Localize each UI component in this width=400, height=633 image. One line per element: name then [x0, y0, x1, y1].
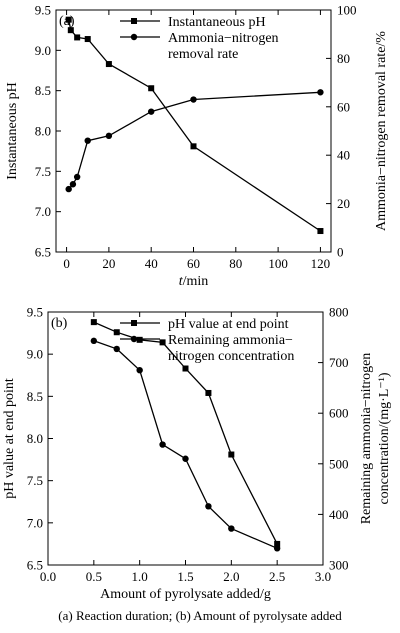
chart-panel-b: 0.0 0.5 1.0 1.5 2.0 2.5 3.0 6.5 7.0 7.5 8.0 8.5 9.0 9…: [2, 305, 392, 603]
data-point-square: [67, 27, 74, 34]
legend-label: Instantaneous pH: [168, 15, 266, 30]
x-tick-label: 2.5: [269, 569, 285, 584]
series-line-2: [93, 340, 278, 549]
legend-label: pH value at end point: [168, 317, 289, 332]
data-point-square: [159, 339, 166, 346]
data-point-square: [74, 34, 81, 41]
y-tick-label: 9.0: [35, 43, 51, 58]
data-point-square: [65, 16, 72, 23]
data-point-square: [148, 85, 155, 92]
y2-tick-label: 700: [329, 355, 349, 370]
y2-tick-label: 100: [337, 3, 357, 18]
legend-marker-square: [131, 18, 137, 24]
figure: 0 20 40 60 80 100 120 6.5 7.0 7.5 8.0 8.5 9.0 9.5 0 20 4…: [2, 3, 392, 603]
data-point-circle: [90, 337, 98, 345]
y-tick-label: 9.5: [35, 3, 51, 18]
panel-label: (b): [51, 316, 68, 331]
y-tick-label: 8.5: [27, 389, 43, 404]
data-point-circle: [228, 525, 235, 532]
y2-tick-label: 300: [329, 558, 349, 573]
legend-label: Remaining ammonia−: [168, 333, 293, 348]
y-tick-label: 8.0: [27, 431, 43, 446]
data-point-circle: [136, 366, 143, 374]
y2-axis-label: Ammonia−nitrogen removal rate/%: [374, 31, 389, 231]
y-tick-label: 9.0: [27, 347, 43, 362]
x-axis-label: Amount of pyrolysate added/g: [100, 587, 271, 602]
x-tick-label: 1.5: [177, 569, 193, 584]
y2-tick-label: 600: [329, 406, 349, 421]
data-point-circle: [273, 545, 281, 552]
x-tick-label: 120: [311, 256, 331, 271]
y2-axis-label: Remaining ammonia−nitrogen: [359, 353, 374, 525]
legend-marker-circle: [130, 335, 138, 343]
figure-caption: (a) Reaction duration; (b) Amount of pyr…: [58, 608, 342, 623]
y-tick-label: 8.0: [35, 124, 51, 139]
y2-tick-label: 800: [329, 305, 349, 320]
y-axis-label: Instantaneous pH: [5, 82, 20, 180]
y-tick-label: 6.5: [27, 558, 43, 573]
x-tick-label: 40: [145, 256, 158, 271]
legend-marker-square: [131, 320, 137, 326]
data-point-circle: [73, 173, 81, 181]
x-tick-label: 0.5: [86, 569, 102, 584]
y2-tick-label: 500: [329, 456, 349, 471]
x-tick-label: 1.0: [132, 569, 148, 584]
x-tick-label: 60: [187, 256, 200, 271]
legend-marker-circle: [130, 33, 138, 41]
x-axis-label: t/min: [179, 274, 209, 289]
y2-axis-label: concentration/(mg·L⁻¹): [377, 372, 392, 504]
data-point-circle: [205, 503, 212, 510]
legend-label: Ammonia−nitrogen: [168, 31, 279, 46]
data-point-circle: [65, 185, 72, 193]
x-tick-label: 100: [268, 256, 288, 271]
y2-tick-label: 400: [329, 507, 349, 522]
data-point-circle: [113, 345, 120, 353]
data-point-square: [105, 61, 112, 68]
x-tick-label: 2.0: [223, 569, 239, 584]
x-tick-label: 0.0: [40, 569, 56, 584]
data-point-square: [274, 540, 281, 547]
y2-tick-label: 20: [337, 196, 350, 211]
x-tick-label: 0: [63, 256, 70, 271]
data-point-square: [136, 336, 143, 343]
x-tick-label: 20: [102, 256, 115, 271]
y-tick-label: 7.0: [27, 515, 43, 530]
y2-tick-label: 80: [337, 51, 350, 66]
data-point-square: [205, 389, 212, 396]
series-line-1: [93, 321, 278, 545]
x-tick-label: 80: [229, 256, 242, 271]
legend-label: removal rate: [168, 47, 238, 62]
y-tick-label: 7.5: [35, 164, 51, 179]
data-point-square: [228, 451, 235, 458]
y-tick-label: 8.5: [35, 83, 51, 98]
data-point-circle: [182, 455, 189, 462]
y-tick-label: 9.5: [27, 305, 43, 320]
series-line-2: [68, 91, 321, 190]
data-point-circle: [317, 89, 324, 96]
data-point-circle: [159, 441, 166, 448]
y-tick-label: 7.0: [35, 204, 51, 219]
x-tick-label: 3.0: [315, 569, 331, 584]
y-tick-label: 7.5: [27, 473, 43, 488]
y2-tick-label: 40: [337, 148, 350, 163]
data-point-circle: [69, 181, 77, 188]
data-point-circle: [84, 137, 91, 144]
data-point-square: [84, 36, 91, 43]
data-point-square: [190, 143, 197, 150]
y-tick-label: 6.5: [35, 245, 51, 260]
y-axis-label: pH value at end point: [2, 378, 17, 499]
y2-tick-label: 60: [337, 99, 350, 114]
data-point-circle: [105, 132, 113, 140]
data-point-circle: [190, 96, 197, 103]
data-point-square: [182, 365, 189, 372]
legend-label: nitrogen concentration: [168, 349, 294, 364]
data-point-circle: [147, 108, 155, 115]
chart-panel-a: 0 20 40 60 80 100 120 6.5 7.0 7.5 8.0 8.5 9.0 9.5 0 20 4…: [5, 3, 389, 290]
data-point-square: [113, 329, 120, 336]
data-point-square: [317, 228, 324, 235]
data-point-square: [90, 319, 97, 326]
y2-tick-label: 0: [337, 245, 344, 260]
